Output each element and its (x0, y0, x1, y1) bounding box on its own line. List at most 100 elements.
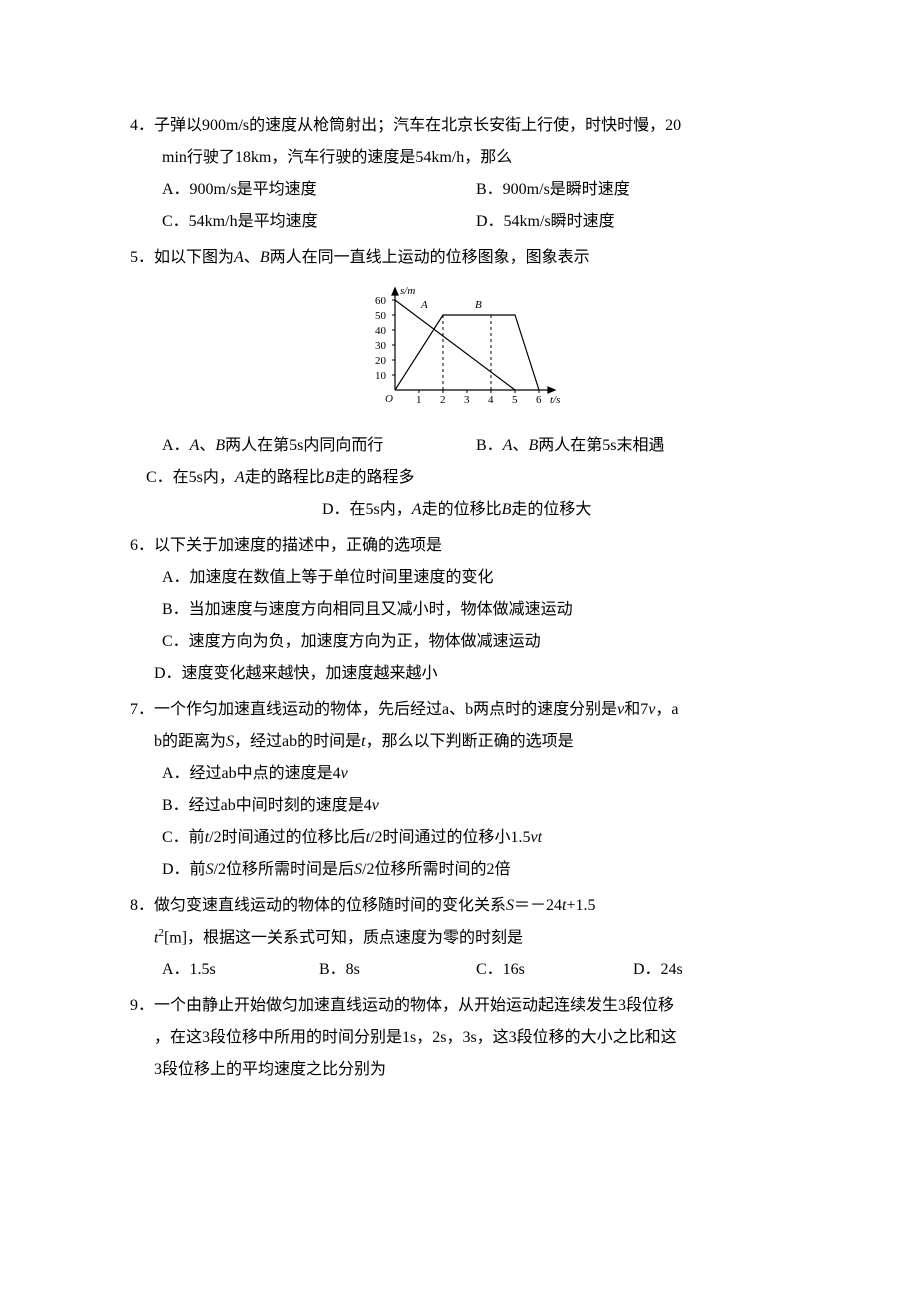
q5-c-mid: 走的路程比 (245, 469, 325, 486)
svg-text:50: 50 (375, 310, 387, 322)
q5-d-b: B (502, 501, 512, 518)
q5-a-post: 两人在第5s内同向而行 (225, 437, 383, 454)
q6-option-b: B．当加速度与速度方向相同且又减小时，物体做减速运动 (130, 594, 790, 626)
q7-d-s1: S (206, 861, 214, 878)
q7-s1-mid: 和7 (624, 701, 648, 718)
svg-text:3: 3 (464, 394, 470, 406)
q4-option-d: D．54km/s瞬时速度 (476, 206, 790, 238)
question-8: 8．做匀变速直线运动的物体的位移随时间的变化关系S＝－24t+1.5 t2[m]… (130, 890, 790, 986)
q5-d-pre: D．在5s内， (322, 501, 412, 518)
q7-s2-post: ，那么以下判断正确的选项是 (366, 733, 574, 750)
q8-stem-line2: t2[m]，根据这一关系式可知，质点速度为零的时刻是 (130, 922, 790, 954)
q8-option-c: C．16s (476, 954, 633, 986)
svg-text:2: 2 (440, 394, 446, 406)
q5-b-b: B (528, 437, 538, 454)
q7-d-mid1: /2位移所需时间是后 (214, 861, 354, 878)
q5-option-c: C．在5s内，A走的路程比B走的路程多 (130, 462, 790, 494)
q5-chart: 10 20 30 40 50 60 1 2 3 4 5 6 O s/m t/s (130, 274, 790, 430)
q8-option-a: A．1.5s (162, 954, 319, 986)
svg-text:60: 60 (375, 295, 387, 307)
q8-options: A．1.5s B．8s C．16s D．24s (130, 954, 790, 986)
q9-stem-line3: 3段位移上的平均速度之比分别为 (130, 1054, 790, 1086)
q7-d-pre: D．前 (162, 861, 206, 878)
svg-text:O: O (385, 393, 393, 405)
q4-option-a: A．900m/s是平均速度 (162, 174, 476, 206)
q4-options-row1: A．900m/s是平均速度 B．900m/s是瞬时速度 (130, 174, 790, 206)
svg-text:20: 20 (375, 355, 387, 367)
q8-option-b: B．8s (319, 954, 476, 986)
q5-c-a: A (235, 469, 245, 486)
q7-s1-pre: 7．一个作匀加速直线运动的物体，先后经过a、b两点时的速度分别是 (130, 701, 617, 718)
q5-a-a: A (190, 437, 200, 454)
displacement-chart-svg: 10 20 30 40 50 60 1 2 3 4 5 6 O s/m t/s (355, 280, 565, 410)
q7-stem-line1: 7．一个作匀加速直线运动的物体，先后经过a、b两点时的速度分别是v和7v，a (130, 694, 790, 726)
q8-s1-pre: 8．做匀变速直线运动的物体的位移随时间的变化关系 (130, 897, 506, 914)
q5-a-pre: A． (162, 437, 190, 454)
svg-text:t/s: t/s (550, 394, 560, 406)
y-ticks: 10 20 30 40 50 60 (375, 295, 395, 382)
q5-d-post: 走的位移大 (511, 501, 591, 518)
q7-d-mid2: /2位移所需时间的2倍 (362, 861, 510, 878)
q7-c-vt: vt (531, 829, 543, 846)
q9-stem-line1: 9．一个由静止开始做匀加速直线运动的物体，从开始运动起连续发生3段位移 (130, 990, 790, 1022)
q8-stem-line1: 8．做匀变速直线运动的物体的位移随时间的变化关系S＝－24t+1.5 (130, 890, 790, 922)
q5-a-sep: 、 (199, 437, 215, 454)
q6-stem: 6．以下关于加速度的描述中，正确的选项是 (130, 530, 790, 562)
q5-stem: 5．如以下图为A、B两人在同一直线上运动的位移图象，图象表示 (130, 242, 790, 274)
q8-s2-post: [m]，根据这一关系式可知，质点速度为零的时刻是 (164, 929, 523, 946)
question-5: 5．如以下图为A、B两人在同一直线上运动的位移图象，图象表示 10 20 30 … (130, 242, 790, 526)
q5-stem-sep: 、 (244, 249, 260, 266)
q7-d-s2: S (354, 861, 362, 878)
svg-text:5: 5 (512, 394, 518, 406)
q8-s1-eq: ＝－24 (514, 897, 562, 914)
q7-c-pre: C．前 (162, 829, 205, 846)
q4-stem-line2: min行驶了18km，汽车行驶的速度是54km/h，那么 (130, 142, 790, 174)
q6-option-c: C．速度方向为负，加速度方向为正，物体做减速运动 (130, 626, 790, 658)
q4-option-b: B．900m/s是瞬时速度 (476, 174, 790, 206)
q7-option-c: C．前t/2时间通过的位移比后t/2时间通过的位移小1.5vt (130, 822, 790, 854)
q5-d-a: A (412, 501, 422, 518)
question-4: 4．子弹以900m/s的速度从枪筒射出；汽车在北京长安街上行使，时快时慢，20 … (130, 110, 790, 238)
q5-options-row1: A．A、B两人在第5s内同向而行 B．A、B两人在第5s末相遇 (130, 430, 790, 462)
q7-stem-line2: b的距离为S，经过ab的时间是t，那么以下判断正确的选项是 (130, 726, 790, 758)
q7-a-v: v (341, 765, 348, 782)
x-ticks: 1 2 3 4 5 6 (416, 390, 542, 406)
q8-s1-s: S (506, 897, 514, 914)
q7-option-b: B．经过ab中间时刻的速度是4v (130, 790, 790, 822)
question-9: 9．一个由静止开始做匀加速直线运动的物体，从开始运动起连续发生3段位移 ，在这3… (130, 990, 790, 1086)
q8-s1-plus: +1.5 (566, 897, 595, 914)
q7-s2-s: S (226, 733, 234, 750)
q7-option-a: A．经过ab中点的速度是4v (130, 758, 790, 790)
q5-option-a: A．A、B两人在第5s内同向而行 (162, 430, 476, 462)
q6-option-a: A．加速度在数值上等于单位时间里速度的变化 (130, 562, 790, 594)
q7-option-d: D．前S/2位移所需时间是后S/2位移所需时间的2倍 (130, 854, 790, 886)
q4-option-c: C．54km/h是平均速度 (162, 206, 476, 238)
svg-text:30: 30 (375, 340, 387, 352)
q8-option-d: D．24s (633, 954, 790, 986)
q5-stem-post: 两人在同一直线上运动的位移图象，图象表示 (270, 249, 590, 266)
q7-b-v: v (372, 797, 379, 814)
q5-b-sep: 、 (512, 437, 528, 454)
svg-text:s/m: s/m (400, 285, 415, 297)
question-6: 6．以下关于加速度的描述中，正确的选项是 A．加速度在数值上等于单位时间里速度的… (130, 530, 790, 690)
svg-text:B: B (475, 299, 482, 311)
q5-b-a: A (503, 437, 513, 454)
svg-text:10: 10 (375, 370, 387, 382)
q4-options-row2: C．54km/h是平均速度 D．54km/s瞬时速度 (130, 206, 790, 238)
q7-s2-mid: ，经过ab的时间是 (234, 733, 361, 750)
q7-s1-post: ，a (655, 701, 678, 718)
q4-stem-line1: 4．子弹以900m/s的速度从枪筒射出；汽车在北京长安街上行使，时快时慢，20 (130, 110, 790, 142)
svg-text:4: 4 (488, 394, 494, 406)
q5-b-post: 两人在第5s末相遇 (538, 437, 664, 454)
q7-c-mid2: /2时间通过的位移小1.5 (370, 829, 530, 846)
q7-s2-pre: b的距离为 (154, 733, 226, 750)
q5-option-d: D．在5s内，A走的位移比B走的位移大 (130, 494, 790, 526)
q5-d-mid: 走的位移比 (422, 501, 502, 518)
svg-text:6: 6 (536, 394, 542, 406)
svg-text:1: 1 (416, 394, 422, 406)
q5-stem-b: B (260, 249, 270, 266)
question-7: 7．一个作匀加速直线运动的物体，先后经过a、b两点时的速度分别是v和7v，a b… (130, 694, 790, 886)
q5-c-post: 走的路程多 (334, 469, 414, 486)
q5-a-b: B (215, 437, 225, 454)
q7-a-pre: A．经过ab中点的速度是4 (162, 765, 341, 782)
